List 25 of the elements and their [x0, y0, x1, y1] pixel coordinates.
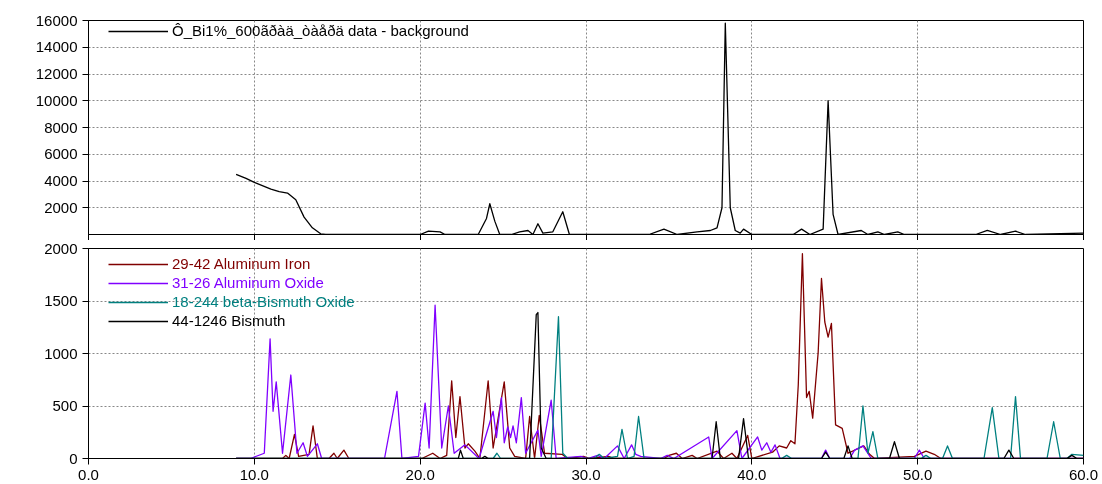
y-tick-label: 2000	[44, 239, 78, 257]
y-tick-label: 8000	[44, 118, 78, 136]
y-tick-label: 14000	[35, 38, 78, 56]
legend-label: 44-1246 Bismuth	[172, 312, 286, 329]
y-tick-label: 10000	[35, 91, 78, 109]
x-tick-label: 60.0	[1068, 465, 1099, 483]
y-tick-label: 2000	[44, 198, 78, 216]
x-tick-label: 40.0	[737, 465, 767, 483]
y-tick-label: 4000	[44, 172, 78, 189]
y-tick-label: 500	[52, 397, 78, 414]
y-tick-label: 6000	[44, 145, 78, 163]
x-tick-label: 10.0	[239, 465, 269, 483]
x-tick-label: 20.0	[405, 465, 435, 483]
x-tick-label: 50.0	[903, 465, 933, 483]
legend-label: 31-26 Aluminum Oxide	[172, 274, 324, 291]
y-tick-label: 12000	[35, 65, 78, 82]
y-tick-label: 0	[69, 449, 78, 467]
x-tick-label: 0.0	[78, 465, 99, 483]
x-tick-label: 30.0	[571, 465, 601, 483]
y-tick-label: 1000	[44, 344, 78, 362]
legend-label: 29-42 Aluminum Iron	[172, 255, 311, 272]
legend-label: 18-244 beta-Bismuth Oxide	[172, 293, 355, 310]
y-tick-label: 16000	[35, 11, 78, 29]
y-tick-label: 1500	[44, 292, 78, 309]
legend-label: Ô_Bi1%_600ãðàä_òàåðä data - background	[172, 22, 469, 39]
